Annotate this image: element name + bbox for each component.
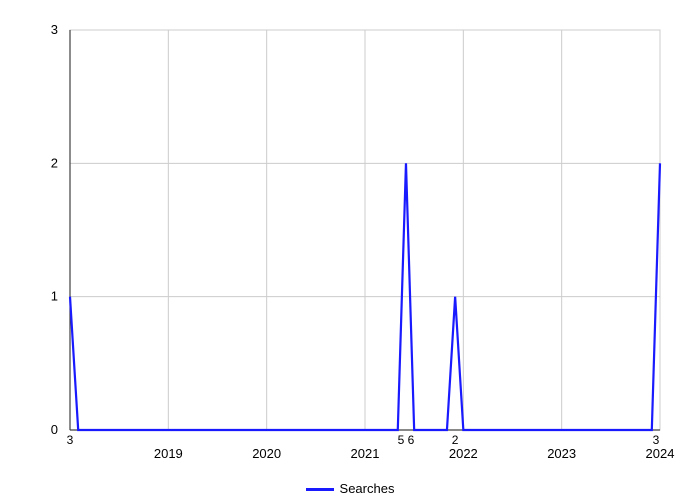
svg-text:2019: 2019 [154,446,183,461]
svg-text:0: 0 [51,422,58,437]
svg-text:2022: 2022 [449,446,478,461]
svg-text:2021: 2021 [351,446,380,461]
svg-text:2: 2 [452,433,459,447]
svg-text:1: 1 [51,289,58,304]
svg-text:3: 3 [653,433,660,447]
svg-text:5 6: 5 6 [398,433,415,447]
svg-text:3: 3 [51,22,58,37]
svg-text:2024: 2024 [646,446,675,461]
line-chart: 012320192020202120222023202435 623 [0,0,700,500]
legend: Searches [0,481,700,496]
svg-text:3: 3 [67,433,74,447]
svg-text:2020: 2020 [252,446,281,461]
legend-swatch [306,488,334,491]
chart-container: CDAD PROP ERNEST LLUCH Nº 27 (Spain) Sea… [0,0,700,500]
svg-text:2: 2 [51,155,58,170]
svg-text:2023: 2023 [547,446,576,461]
legend-label: Searches [340,481,395,496]
